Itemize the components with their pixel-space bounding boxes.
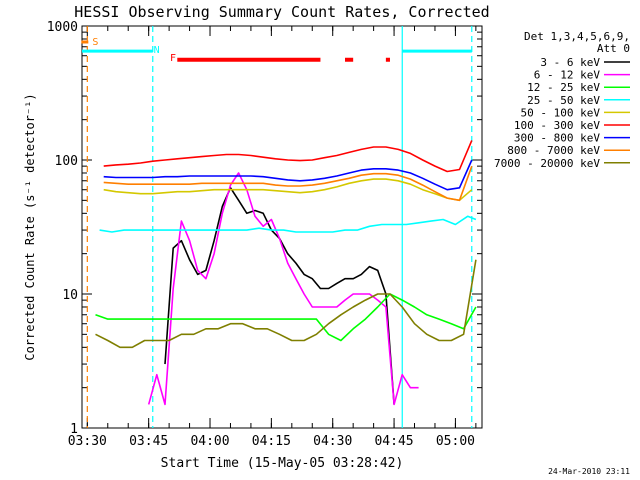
legend-label: 100 - 300 keV [514,119,600,132]
series-line-1 [164,187,395,405]
series-lines [95,140,477,406]
series-line-6 [103,140,473,173]
legend-label: 7000 - 20000 keV [494,157,600,170]
legend-label: 300 - 800 keV [514,132,600,145]
flag-label-S: S [92,37,98,48]
series-line-3 [95,293,477,342]
x-tick-label: 04:30 [313,434,352,449]
legend-label: 800 - 7000 keV [507,144,600,157]
x-tick-label: 03:30 [68,434,107,449]
chart-title: HESSI Observing Summary Count Rates, Cor… [74,3,489,21]
flag-markers: S NF [81,37,176,64]
y-tick-label: 1000 [47,20,78,35]
series-line-2 [147,172,419,406]
series-line-5 [103,178,473,202]
x-tick-label: 05:00 [436,434,475,449]
flag-label-N: N [154,45,160,56]
x-tick-label: 04:15 [252,434,291,449]
legend-label: 6 - 12 keV [534,69,601,82]
legend-label: 25 - 50 keV [527,94,600,107]
series-line-4 [99,215,477,233]
axis-ticks [82,25,482,429]
series-line-8 [103,165,473,202]
legend-header-line2: Att 0 [597,42,630,55]
x-tick-labels: 03:30 03:45 04:00 04:15 04:30 04:45 05:00 [68,434,475,449]
vertical-markers [86,26,473,428]
x-tick-label: 04:00 [190,434,229,449]
y-axis-label: Corrected Count Rate (s⁻¹ detector⁻¹) [23,93,37,360]
y-tick-labels: 1 10 100 1000 [47,20,78,437]
flag-label-F: F [170,53,176,64]
legend-label: 12 - 25 keV [527,81,600,94]
series-line-7 [103,159,473,191]
x-tick-label: 03:45 [129,434,168,449]
y-tick-label: 100 [55,154,78,169]
footer-timestamp: 24-Mar-2010 23:11 [548,467,630,476]
status-bars [82,49,472,62]
y-tick-label: 1 [70,422,78,437]
series-line-9 [95,259,477,349]
legend-label: 3 - 6 keV [540,56,600,69]
legend-label: 50 - 100 keV [521,106,601,119]
x-tick-label: 04:45 [374,434,413,449]
x-axis-label: Start Time (15-May-05 03:28:42) [161,456,404,471]
plot-frame [81,25,483,429]
legend-header-line1: Det 1,3,4,5,6,9, [524,30,630,43]
y-tick-label: 10 [62,288,78,303]
